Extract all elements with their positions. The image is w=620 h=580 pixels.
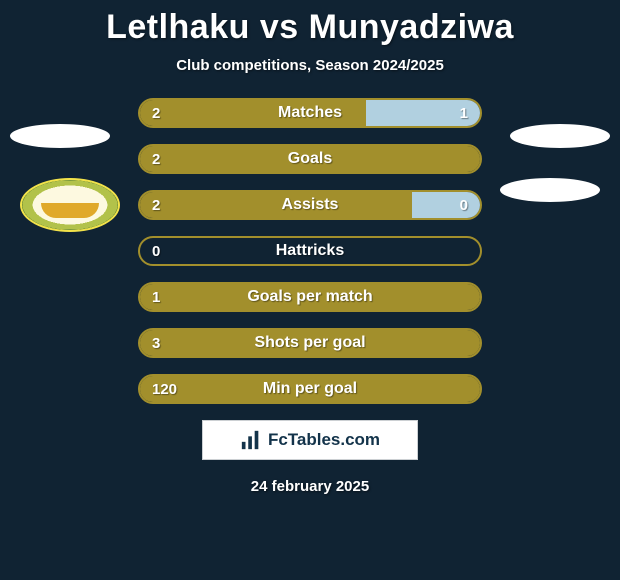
player-left-name: Letlhaku [106, 8, 250, 46]
right-badge-placeholder-2 [500, 178, 600, 202]
stat-bar-left [140, 284, 480, 310]
fctables-logo-text: FcTables.com [268, 430, 380, 450]
left-badge-placeholder [10, 124, 110, 148]
stat-bar-left [140, 146, 480, 172]
stat-bar-right [412, 192, 480, 218]
stats-bars-area: 21Matches2Goals20Assists0Hattricks1Goals… [138, 98, 482, 404]
stat-value-left: 2 [152, 146, 160, 172]
vs-separator: vs [260, 8, 299, 46]
season-subtitle: Club competitions, Season 2024/2025 [0, 57, 620, 74]
right-badge-placeholder-1 [510, 124, 610, 148]
stat-value-right: 1 [460, 100, 468, 126]
comparison-date: 24 february 2025 [0, 478, 620, 495]
stat-bar-left [140, 192, 412, 218]
stat-row: 2Goals [138, 144, 482, 174]
stat-value-left: 3 [152, 330, 160, 356]
stat-bar-left [140, 100, 366, 126]
stat-label: Hattricks [140, 238, 480, 264]
player-right-name: Munyadziwa [309, 8, 514, 46]
stat-bar-left [140, 330, 480, 356]
stat-value-left: 120 [152, 376, 177, 402]
fctables-logo[interactable]: FcTables.com [202, 420, 418, 460]
stat-row: 21Matches [138, 98, 482, 128]
stat-bar-left [140, 376, 480, 402]
left-club-crest [20, 178, 120, 232]
comparison-title: Letlhaku vs Munyadziwa [0, 0, 620, 47]
stat-row: 3Shots per goal [138, 328, 482, 358]
stat-value-left: 1 [152, 284, 160, 310]
club-crest-icon [20, 178, 120, 232]
stat-row: 1Goals per match [138, 282, 482, 312]
stat-value-left: 2 [152, 192, 160, 218]
bar-chart-icon [240, 429, 262, 451]
stat-row: 120Min per goal [138, 374, 482, 404]
stat-value-left: 0 [152, 238, 160, 264]
stat-value-right: 0 [460, 192, 468, 218]
stat-row: 20Assists [138, 190, 482, 220]
stat-row: 0Hattricks [138, 236, 482, 266]
stat-value-left: 2 [152, 100, 160, 126]
